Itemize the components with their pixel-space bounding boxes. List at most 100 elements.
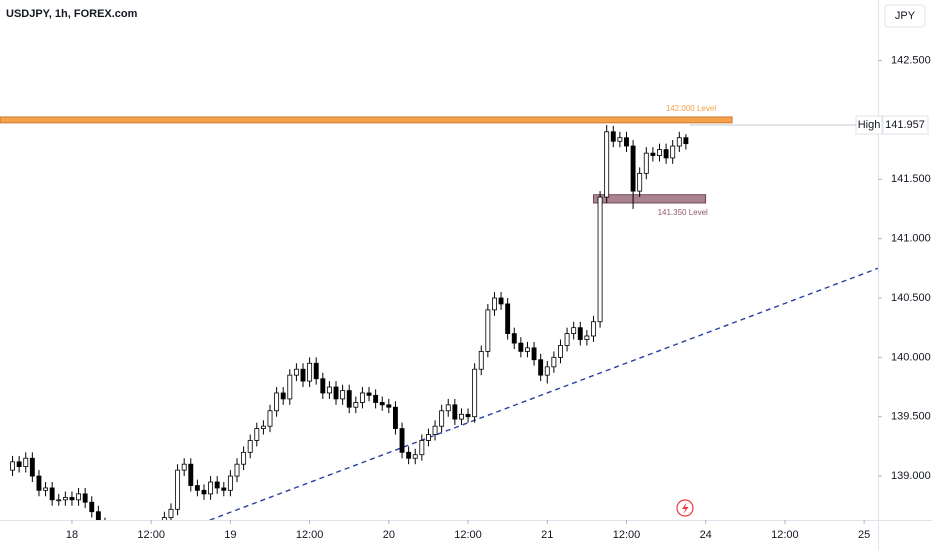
candle-body [445,404,451,412]
candle-body [43,487,48,491]
candle-body [254,428,260,441]
plot-area [0,116,878,520]
candle-body [624,137,629,147]
x-tick-label: 12:00 [454,529,482,541]
candle-body [505,303,511,335]
candle-body [56,499,62,502]
candle-body [194,485,200,491]
candle-body [525,347,530,352]
candle-body [23,457,29,467]
candle-body [379,402,385,406]
x-tick-label: 12:00 [613,529,641,541]
candle-body [439,410,445,427]
candle-body [16,461,22,467]
candle-body [571,327,577,335]
chart-title: USDJPY, 1h, FOREX.com [6,8,138,20]
candle-body [373,394,379,403]
candle-body [610,131,616,142]
candle-body [564,333,570,346]
candle-body [399,428,405,453]
candle-body [617,137,623,142]
candle-body [307,362,313,382]
candle-body [247,440,253,453]
candle-body [340,390,346,400]
candle-body [531,347,537,361]
candle-body [511,333,517,344]
candle-body [492,297,497,311]
candle-body [670,145,676,159]
event-icon[interactable] [676,499,694,517]
candle-body [353,402,359,408]
candle-body [419,440,425,456]
x-tick-label: 12:00 [296,529,324,541]
candle-body [234,463,240,477]
x-tick-label: 12:00 [771,529,799,541]
y-tick-label: 139.500 [891,411,931,423]
candle-body [188,463,194,486]
candle-body [498,297,504,305]
candle-body [551,356,557,368]
candle-body [683,137,689,145]
price-tag-label: 141.957 [885,119,925,131]
candle-body [267,410,273,427]
candle-body [313,362,319,380]
x-tick-label: 12:00 [137,529,165,541]
candle-body [465,413,471,418]
candle-body [604,131,610,198]
candle-body [366,392,372,396]
x-tick-label: 19 [224,529,236,541]
candle-body [62,497,68,501]
candle-body [472,368,478,418]
candle-body [452,404,458,420]
x-tick-label: 25 [858,529,870,541]
candle-body [392,406,398,429]
high-tag [855,115,883,135]
candle-body [274,392,280,412]
unit-label: JPY [895,10,916,22]
candle-body [326,386,332,394]
candle-body [208,481,214,495]
candle-body [49,487,55,501]
candle-body [386,404,392,408]
candle-body [663,149,669,159]
candle-body [630,145,636,192]
candle-body [333,386,339,400]
candle-body [676,137,682,147]
x-tick-label: 20 [383,529,395,541]
candle-body [346,390,352,408]
candle-body [597,196,603,323]
candle-body [175,469,181,510]
candle-body [637,172,643,192]
candle-body [29,457,35,477]
y-tick-label: 142.500 [891,54,931,66]
candle-body [300,368,306,382]
high-tag-label: High [858,119,881,131]
candle-body [650,152,656,156]
trendline [209,267,878,520]
y-tick-label: 140.500 [891,292,931,304]
y-tick-label: 141.000 [891,233,931,245]
candle-body [76,493,82,501]
x-tick-label: 18 [66,529,78,541]
level-line [0,116,733,124]
candle-body [458,413,464,420]
y-tick-label: 141.500 [891,173,931,185]
candle-body [518,342,524,352]
candle-body [432,425,438,435]
level-label: 142.000 Level [666,104,716,113]
candle-body [201,489,207,495]
level-zone [593,194,707,204]
candle-body [544,366,550,376]
candle-body [69,497,75,501]
candle-body [260,425,266,429]
candle-body [280,392,286,400]
candle-body [577,327,583,340]
candle-body [287,374,293,400]
candle-body [36,475,42,491]
unit-box[interactable] [884,4,926,28]
candle-body [214,481,220,489]
x-tick-label: 24 [700,529,712,541]
candle-body [359,392,365,403]
